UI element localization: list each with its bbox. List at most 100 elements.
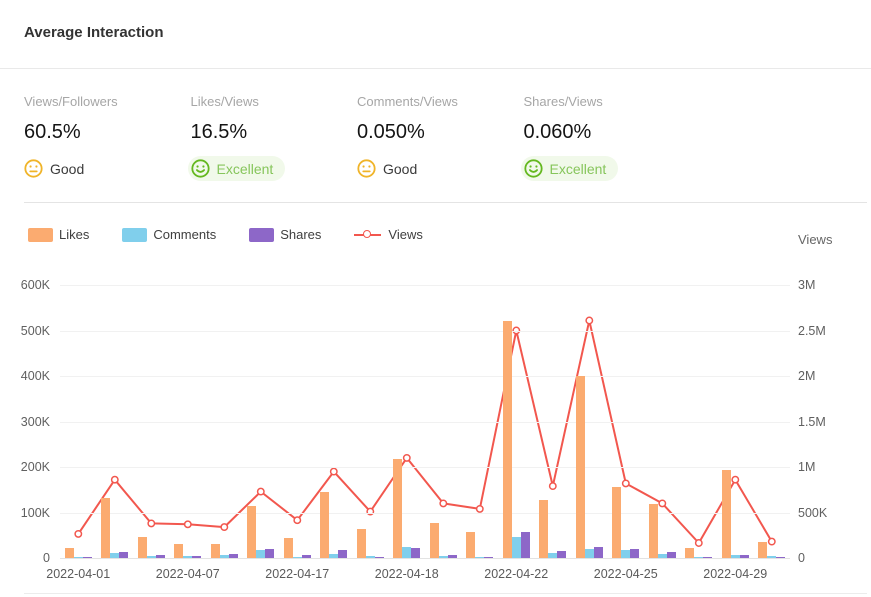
bar-shares[interactable] — [593, 547, 603, 558]
bar-likes[interactable] — [101, 498, 111, 558]
bar-likes[interactable] — [758, 541, 768, 558]
legend-item-shares[interactable]: Shares — [249, 227, 321, 242]
views-point-marker[interactable] — [220, 523, 229, 532]
bar-likes[interactable] — [137, 536, 147, 558]
views-point-marker[interactable] — [293, 516, 302, 525]
bar-shares[interactable] — [557, 551, 567, 558]
bar-shares[interactable] — [703, 557, 713, 558]
x-axis-tick: 2022-04-22 — [484, 567, 549, 581]
bar-likes[interactable] — [320, 492, 330, 558]
bar-likes[interactable] — [283, 537, 293, 558]
bar-comments[interactable] — [292, 556, 302, 558]
legend-item-likes[interactable]: Likes — [28, 227, 89, 242]
bar-comments[interactable] — [365, 556, 375, 558]
neutral-smiley-icon — [357, 159, 376, 178]
bar-comments[interactable] — [219, 554, 229, 558]
bar-comments[interactable] — [329, 553, 339, 558]
bar-shares[interactable] — [374, 557, 384, 558]
legend-label: Shares — [280, 227, 322, 242]
bar-likes[interactable] — [429, 522, 439, 558]
bar-likes[interactable] — [721, 469, 731, 558]
bar-comments[interactable] — [767, 556, 777, 558]
bar-comments[interactable] — [584, 548, 594, 558]
views-point-marker[interactable] — [767, 537, 776, 546]
bar-likes[interactable] — [356, 528, 366, 558]
bar-comments[interactable] — [548, 553, 558, 558]
views-point-marker[interactable] — [694, 539, 703, 547]
bar-shares[interactable] — [301, 554, 311, 558]
views-point-marker[interactable] — [110, 475, 119, 484]
bar-comments[interactable] — [110, 553, 120, 558]
metrics-row: Views/Followers 60.5% Good Likes/Views 1… — [24, 94, 690, 183]
views-point-marker[interactable] — [585, 316, 594, 325]
gridline — [60, 512, 790, 514]
bar-comments[interactable] — [438, 556, 448, 558]
bar-likes[interactable] — [502, 320, 512, 558]
views-line — [77, 319, 773, 544]
chart-legend: Likes Comments Shares Views — [28, 227, 456, 242]
bar-comments[interactable] — [146, 556, 156, 558]
views-point-marker[interactable] — [475, 504, 484, 513]
legend-item-views[interactable]: Views — [354, 227, 423, 242]
views-point-marker[interactable] — [512, 326, 521, 335]
right-axis-tick: 1M — [798, 460, 816, 474]
views-point-marker[interactable] — [621, 479, 630, 488]
views-point-marker[interactable] — [402, 453, 411, 462]
metric-rating-badge: Excellent — [187, 156, 286, 181]
bar-comments[interactable] — [694, 557, 704, 558]
bar-comments[interactable] — [511, 537, 521, 558]
bar-comments[interactable] — [402, 547, 412, 558]
views-point-marker[interactable] — [147, 519, 156, 528]
views-point-marker[interactable] — [731, 475, 740, 484]
bar-shares[interactable] — [338, 550, 348, 558]
bar-comments[interactable] — [621, 550, 631, 558]
bar-comments[interactable] — [730, 554, 740, 558]
bar-shares[interactable] — [411, 548, 421, 558]
bar-shares[interactable] — [265, 548, 275, 558]
bar-comments[interactable] — [256, 549, 266, 558]
happy-smiley-icon — [190, 159, 210, 178]
bar-likes[interactable] — [174, 543, 184, 558]
bar-likes[interactable] — [466, 531, 476, 558]
views-point-marker[interactable] — [548, 482, 557, 491]
happy-smiley-icon — [523, 159, 543, 178]
views-point-marker[interactable] — [439, 499, 448, 508]
bar-shares[interactable] — [630, 548, 640, 558]
metric-value: 0.060% — [523, 121, 592, 143]
bar-shares[interactable] — [192, 555, 202, 558]
bar-shares[interactable] — [739, 554, 749, 558]
bar-shares[interactable] — [666, 552, 676, 558]
bar-likes[interactable] — [247, 505, 257, 558]
bar-shares[interactable] — [82, 557, 92, 558]
legend-item-comments[interactable]: Comments — [122, 227, 216, 242]
likes-swatch-icon — [28, 227, 53, 242]
bar-shares[interactable] — [447, 554, 457, 558]
left-axis-tick: 600K — [20, 278, 50, 292]
views-point-marker[interactable] — [658, 499, 667, 508]
bar-likes[interactable] — [612, 487, 622, 558]
bar-comments[interactable] — [475, 557, 485, 558]
bar-comments[interactable] — [73, 556, 83, 558]
views-point-marker[interactable] — [256, 487, 265, 496]
bar-comments[interactable] — [657, 553, 667, 558]
bar-shares[interactable] — [119, 551, 129, 558]
bar-comments[interactable] — [183, 556, 193, 558]
bar-shares[interactable] — [228, 553, 238, 558]
bar-shares[interactable] — [520, 531, 530, 558]
bar-likes[interactable] — [648, 504, 658, 558]
views-point-marker[interactable] — [183, 520, 192, 529]
metric-likes-views: Likes/Views 16.5% Excellent — [187, 94, 358, 183]
views-point-marker[interactable] — [329, 467, 338, 476]
x-axis-tick: 2022-04-18 — [374, 567, 439, 581]
bar-likes[interactable] — [64, 547, 74, 558]
bar-likes[interactable] — [210, 543, 220, 558]
bar-likes[interactable] — [575, 376, 585, 558]
views-point-marker[interactable] — [74, 529, 83, 538]
metric-views-followers: Views/Followers 60.5% Good — [24, 94, 191, 183]
bar-shares[interactable] — [776, 557, 786, 558]
bar-shares[interactable] — [155, 555, 165, 558]
bar-shares[interactable] — [484, 556, 494, 558]
bar-likes[interactable] — [393, 458, 403, 558]
bar-likes[interactable] — [539, 500, 549, 558]
bar-likes[interactable] — [685, 547, 695, 558]
